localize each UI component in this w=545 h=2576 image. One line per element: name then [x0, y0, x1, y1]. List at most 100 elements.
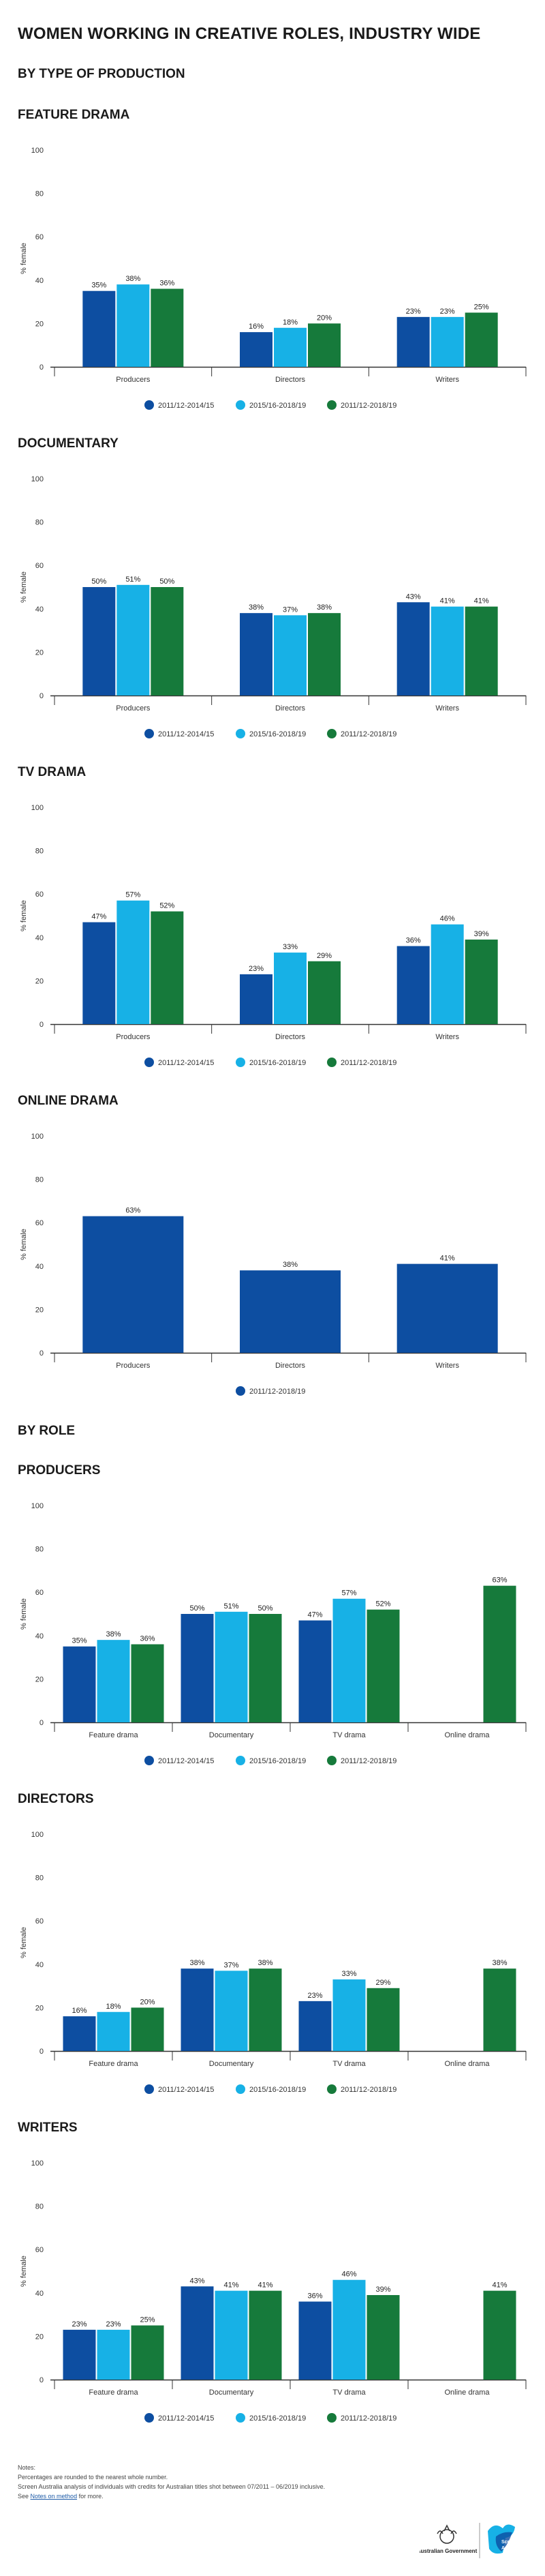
y-tick-label: 60	[35, 562, 44, 570]
y-axis-label: % female	[20, 571, 28, 603]
legend-label: 2015/16-2018/19	[249, 2414, 306, 2423]
notes-method: See Notes on method for more.	[18, 2491, 325, 2501]
bar-feature-drama-s1-c2	[431, 316, 464, 367]
data-label: 46%	[341, 2271, 356, 2279]
bar-producers-s0-c0	[63, 1646, 96, 1722]
legend-label: 2015/16-2018/19	[249, 2086, 306, 2094]
y-axis-label: % female	[20, 2256, 28, 2287]
data-label: 20%	[317, 314, 332, 322]
data-label: 41%	[440, 597, 455, 605]
y-axis-label: % female	[20, 1927, 28, 1958]
bar-documentary-s0-c0	[82, 587, 116, 695]
notes: Notes: Percentages are rounded to the ne…	[18, 2463, 325, 2501]
bar-producers-s1-c0	[97, 1640, 130, 1722]
data-label: 41%	[492, 2281, 507, 2290]
y-tick-label: 80	[35, 190, 44, 198]
y-tick-label: 80	[35, 519, 44, 527]
legend-label: 2011/12-2014/15	[158, 2086, 214, 2094]
data-label: 38%	[106, 1630, 121, 1638]
data-label: 36%	[406, 937, 421, 945]
chart-tv-drama: % female 0 20 40 60 80 100 Producers 47% 57% 52% Di…	[20, 804, 527, 1067]
data-label: 16%	[249, 323, 264, 331]
brand-text-line2: Australia	[501, 2546, 522, 2551]
bar-directors-s0-c0	[63, 2016, 96, 2051]
bar-producers-s0-c2	[298, 1620, 332, 1722]
legend-label: 2011/12-2018/19	[249, 1388, 305, 1396]
bar-directors-s2-c2	[367, 1988, 400, 2051]
data-label: 38%	[189, 1959, 204, 1967]
y-tick-label: 0	[40, 1349, 44, 1358]
bar-writers-s0-c0	[63, 2329, 96, 2380]
data-label: 38%	[258, 1959, 272, 1967]
bar-directors-s2-c1	[249, 1968, 282, 2051]
data-label: 41%	[440, 1255, 455, 1263]
y-tick-label: 20	[35, 1675, 44, 1683]
footer-logos: Australian Government Screen Australia	[420, 2523, 522, 2558]
data-label: 33%	[283, 943, 298, 951]
data-label: 35%	[72, 1637, 87, 1645]
data-label: 38%	[317, 603, 332, 612]
data-label: 52%	[375, 1600, 390, 1608]
bar-feature-drama-s2-c2	[465, 312, 498, 367]
x-category-label: Directors	[275, 1362, 306, 1370]
notes-on-method-link[interactable]: Notes on method	[30, 2493, 78, 2500]
bar-tv-drama-s2-c0	[151, 911, 184, 1024]
chart-online-drama: % female 0 20 40 60 80 100 Producers 63% Director…	[20, 1133, 527, 1396]
bar-tv-drama-s1-c1	[274, 953, 307, 1024]
y-tick-label: 40	[35, 277, 44, 285]
data-label: 38%	[283, 1261, 298, 1269]
x-category-label: TV drama	[332, 2388, 366, 2397]
legend-label: 2011/12-2018/19	[341, 730, 396, 738]
y-tick-label: 60	[35, 1589, 44, 1597]
data-label: 39%	[375, 2286, 390, 2294]
legend-swatch	[327, 729, 337, 738]
bar-producers-s2-c2	[367, 1609, 400, 1722]
y-tick-label: 60	[35, 1219, 44, 1227]
data-label: 29%	[375, 1979, 390, 1987]
data-label: 50%	[258, 1604, 272, 1613]
legend-swatch	[327, 1058, 337, 1067]
legend-label: 2015/16-2018/19	[249, 1059, 306, 1067]
data-label: 50%	[189, 1604, 204, 1613]
bar-tv-drama-s0-c2	[396, 946, 430, 1024]
section-heading-role: BY ROLE	[18, 1424, 76, 1438]
bar-feature-drama-s0-c1	[240, 332, 272, 367]
y-tick-label: 40	[35, 1961, 44, 1969]
y-tick-label: 60	[35, 1917, 44, 1926]
legend-swatch	[236, 2084, 245, 2094]
y-tick-label: 0	[40, 363, 44, 372]
legend-label: 2011/12-2014/15	[158, 402, 214, 410]
data-label: 23%	[307, 1992, 322, 2000]
x-category-label: Writers	[435, 1362, 459, 1370]
bar-directors-s2-c0	[131, 2007, 164, 2051]
y-tick-label: 20	[35, 2004, 44, 2012]
legend-swatch	[144, 729, 154, 738]
bar-producers-s1-c2	[332, 1598, 366, 1722]
x-category-label: Directors	[275, 376, 306, 384]
y-tick-label: 40	[35, 2290, 44, 2298]
y-tick-label: 60	[35, 2246, 44, 2254]
y-tick-label: 60	[35, 233, 44, 241]
x-category-label: Online drama	[444, 1731, 490, 1739]
x-category-label: Producers	[116, 1033, 151, 1041]
data-label: 37%	[223, 1961, 238, 1969]
data-label: 50%	[159, 578, 174, 586]
x-category-label: Documentary	[209, 2060, 254, 2068]
bar-tv-drama-s0-c0	[82, 922, 116, 1024]
legend-swatch	[236, 1756, 245, 1765]
data-label: 39%	[474, 930, 489, 938]
data-label: 36%	[307, 2292, 322, 2301]
y-tick-label: 80	[35, 1176, 44, 1184]
data-label: 47%	[91, 913, 106, 921]
y-tick-label: 80	[35, 1874, 44, 1883]
bar-feature-drama-s2-c0	[151, 288, 184, 367]
data-label: 18%	[106, 2003, 121, 2011]
y-tick-label: 20	[35, 648, 44, 657]
bar-writers-s0-c1	[181, 2286, 214, 2380]
y-tick-label: 20	[35, 1306, 44, 1314]
legend-label: 2011/12-2014/15	[158, 1757, 214, 1765]
data-label: 47%	[307, 1611, 322, 1619]
section-heading-type: BY TYPE OF PRODUCTION	[18, 67, 185, 81]
y-tick-label: 100	[31, 1502, 44, 1510]
gov-logo-text: Australian Government	[420, 2548, 478, 2554]
